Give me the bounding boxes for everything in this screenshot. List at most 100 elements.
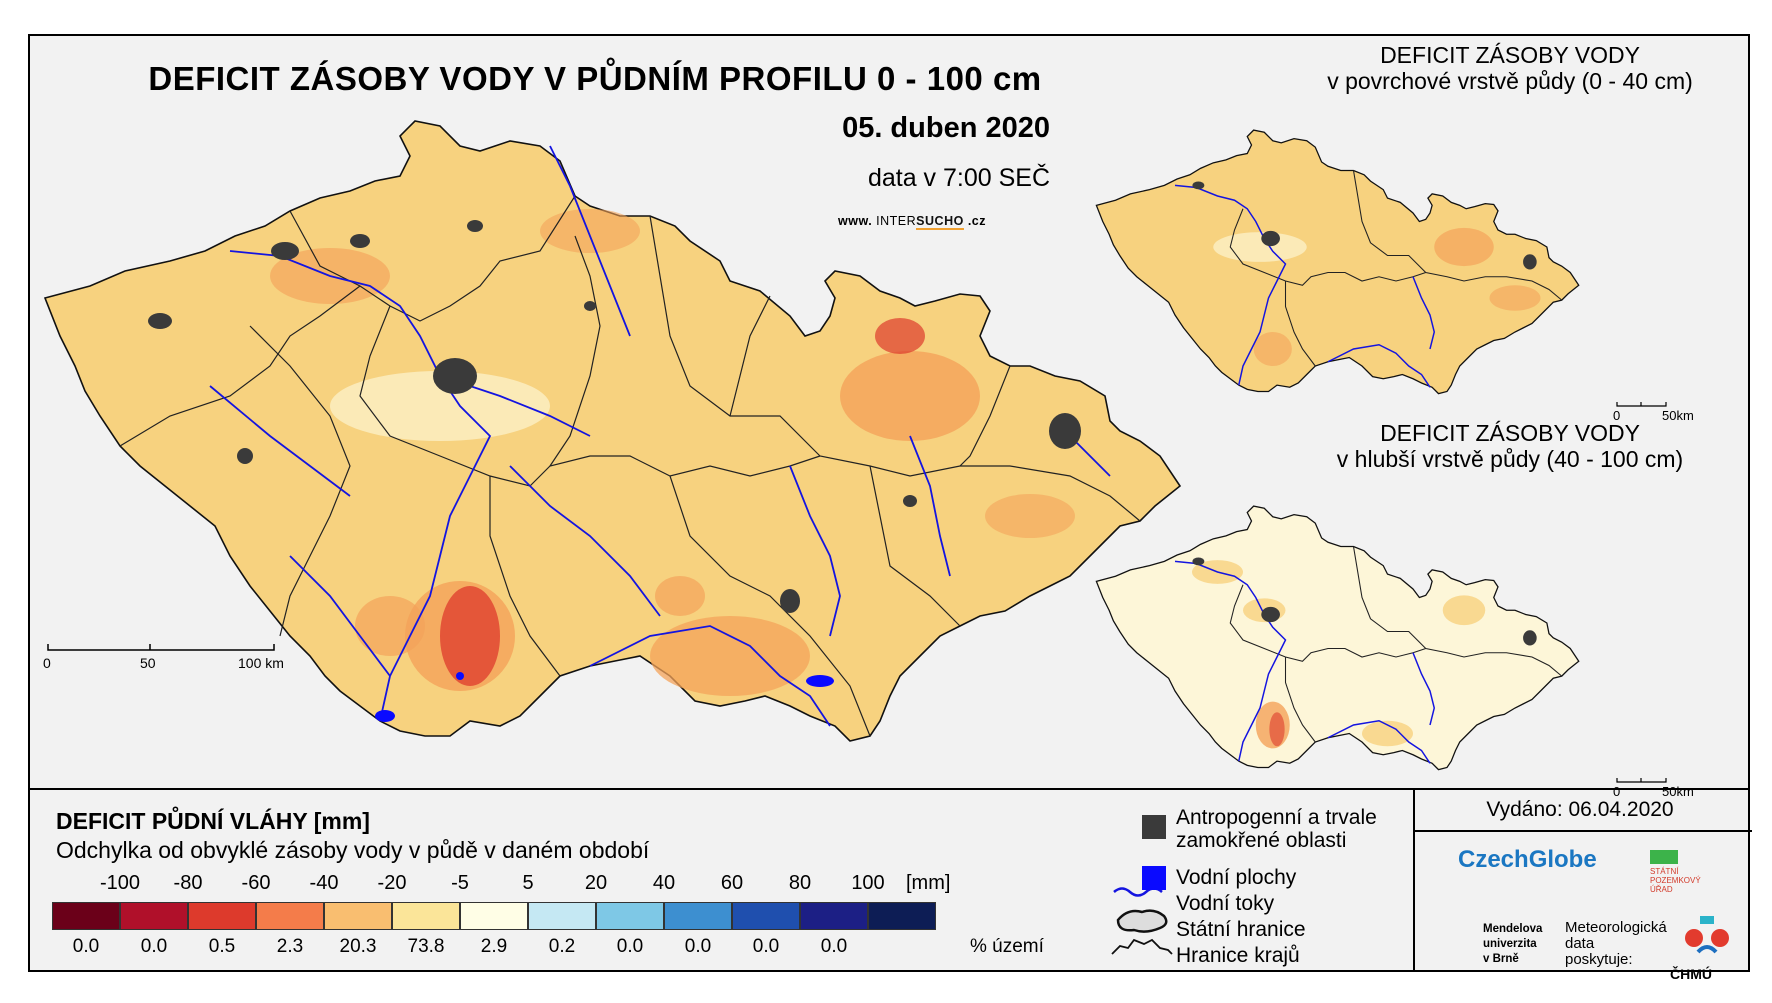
legend-percent-value: 2.9 <box>480 936 508 957</box>
map-frame: DEFICIT ZÁSOBY VODY V PŮDNÍM PROFILU 0 -… <box>28 34 1752 982</box>
mendel-logo-line1: Mendelova <box>1483 923 1543 935</box>
water-bodies-symbol <box>1142 866 1166 890</box>
legend-color-box <box>324 902 392 930</box>
legend-percent-unit: % území <box>970 936 1044 957</box>
legend-percent-value: 73.8 <box>407 936 445 957</box>
legend-percent-value: 0.0 <box>684 936 712 957</box>
legend-break-label: -20 <box>377 872 407 894</box>
legend-color-box <box>256 902 324 930</box>
inset-top-title-line1: DEFICIT ZÁSOBY VODY <box>1380 42 1640 68</box>
legend-divider <box>30 788 1748 790</box>
meteo-data-label: Meteorologická data poskytuje: <box>1565 920 1667 968</box>
inset-top-title: DEFICIT ZÁSOBY VODY v povrchové vrstvě p… <box>1230 42 1772 94</box>
anthropogenic-label-line2: zamokřené oblasti <box>1176 829 1347 852</box>
inset-top-map <box>1095 129 1580 395</box>
legend-percent-value: 0.0 <box>72 936 100 957</box>
logo-divider <box>1413 788 1415 972</box>
state-border-symbol <box>1116 909 1168 933</box>
legend-percent-value: 20.3 <box>339 936 377 957</box>
web-inter: INTER <box>876 214 917 228</box>
web-prefix: www. <box>838 214 873 228</box>
legend-break-label: 40 <box>652 872 676 894</box>
inset-bottom-scalebar <box>1616 778 1667 783</box>
legend-percent-value: 0.0 <box>820 936 848 957</box>
inset-bottom-title: DEFICIT ZÁSOBY VODY v hlubší vrstvě půdy… <box>1230 420 1772 472</box>
legend-percent-value: 0.5 <box>208 936 236 957</box>
legend-color-box <box>868 902 936 930</box>
meteo-line1: Meteorologická <box>1565 919 1667 936</box>
spu-logo-line3: ÚŘAD <box>1650 885 1673 894</box>
inset-bottom-title-line2: v hlubší vrstvě půdy (40 - 100 cm) <box>1336 446 1684 472</box>
legend-color-box <box>528 902 596 930</box>
main-scalebar <box>47 644 275 651</box>
legend-color-box <box>664 902 732 930</box>
issued-date: Vydáno: 06.04.2020 <box>1486 798 1674 821</box>
legend-color-box <box>188 902 256 930</box>
legend-color-box <box>460 902 528 930</box>
spu-logo-line1: STÁTNÍ <box>1650 867 1679 876</box>
legend-color-box <box>120 902 188 930</box>
legend-percent-value: 0.0 <box>140 936 168 957</box>
spu-logo-mark <box>1650 850 1678 864</box>
anthropogenic-label: Antropogenní a trvale zamokřené oblasti <box>1176 806 1377 852</box>
inset-bottom-scale-0: 0 <box>1613 784 1620 799</box>
legend-color-box <box>596 902 664 930</box>
inset-bottom-title-line1: DEFICIT ZÁSOBY VODY <box>1380 420 1640 446</box>
legend-percent-value: 2.3 <box>276 936 304 957</box>
inset-top-scale-0: 0 <box>1613 408 1620 423</box>
legend-percent-value: 0.0 <box>752 936 780 957</box>
legend-color-box <box>800 902 868 930</box>
legend-break-label: -60 <box>241 872 271 894</box>
legend-break-label: -5 <box>451 872 469 894</box>
inset-top-scalebar <box>1616 402 1667 407</box>
legend-color-box <box>732 902 800 930</box>
legend-percent-value: 0.0 <box>616 936 644 957</box>
main-map <box>44 120 1181 742</box>
mendel-logo: Mendelova univerzita v Brně <box>1483 922 1542 967</box>
data-time: data v 7:00 SEČ <box>867 164 1050 192</box>
main-scale-100: 100 km <box>238 655 284 671</box>
state-border-label: Státní hranice <box>1176 918 1306 941</box>
legend-color-box <box>52 902 120 930</box>
map-date: 05. duben 2020 <box>842 112 1050 144</box>
legend-break-label: -100 <box>99 872 141 894</box>
legend-break-label: 100 <box>851 872 885 894</box>
legend-subtitle: Odchylka od obvyklé zásoby vody v půdě v… <box>56 837 650 863</box>
web-suffix: .cz <box>967 214 986 228</box>
main-title: DEFICIT ZÁSOBY VODY V PŮDNÍM PROFILU 0 -… <box>148 60 1042 97</box>
inset-top-scale-50: 50km <box>1662 408 1694 423</box>
spu-logo-line2: POZEMKOVÝ <box>1650 876 1701 885</box>
region-border-label: Hranice krajů <box>1176 944 1300 967</box>
main-scale-0: 0 <box>43 655 51 671</box>
region-border-symbol <box>1111 938 1173 955</box>
web-sucho: SUCHO <box>916 214 964 230</box>
legend-break-label: -80 <box>173 872 203 894</box>
inset-bottom-map <box>1095 505 1580 771</box>
inset-bottom-scale-50: 50km <box>1662 784 1694 799</box>
website-label: www. INTERSUCHO .cz <box>838 214 986 230</box>
anthropogenic-symbol <box>1142 815 1166 839</box>
legend-break-label: 20 <box>584 872 608 894</box>
issued-divider <box>1413 830 1752 832</box>
mendel-logo-line2: univerzita <box>1483 938 1537 950</box>
rivers-label: Vodní toky <box>1176 892 1275 915</box>
main-scale-50: 50 <box>140 655 156 671</box>
legend-break-label: 60 <box>720 872 744 894</box>
czechglobe-logo: CzechGlobe <box>1458 846 1597 873</box>
meteo-line2: data <box>1565 935 1595 952</box>
water-bodies-label: Vodní plochy <box>1176 866 1297 889</box>
legend-title: DEFICIT PŮDNÍ VLÁHY [mm] <box>56 808 370 834</box>
legend-break-label: 5 <box>522 872 534 894</box>
chmu-logo-text: ČHMÚ <box>1670 966 1712 982</box>
spu-logo: STÁTNÍ POZEMKOVÝ ÚŘAD <box>1650 850 1701 894</box>
anthropogenic-label-line1: Antropogenní a trvale <box>1176 806 1377 829</box>
legend-break-label: -40 <box>309 872 339 894</box>
legend-color-box <box>392 902 460 930</box>
legend-unit: [mm] <box>906 872 951 894</box>
mendel-logo-line3: v Brně <box>1483 953 1519 965</box>
meteo-line3: poskytuje: <box>1565 951 1633 968</box>
inset-top-title-line2: v povrchové vrstvě půdy (0 - 40 cm) <box>1327 68 1693 94</box>
chmu-logo-icon <box>1685 916 1729 954</box>
maps-svg: 0 50 100 km 0 <box>43 120 1694 955</box>
legend-percent-value: 0.2 <box>548 936 576 957</box>
